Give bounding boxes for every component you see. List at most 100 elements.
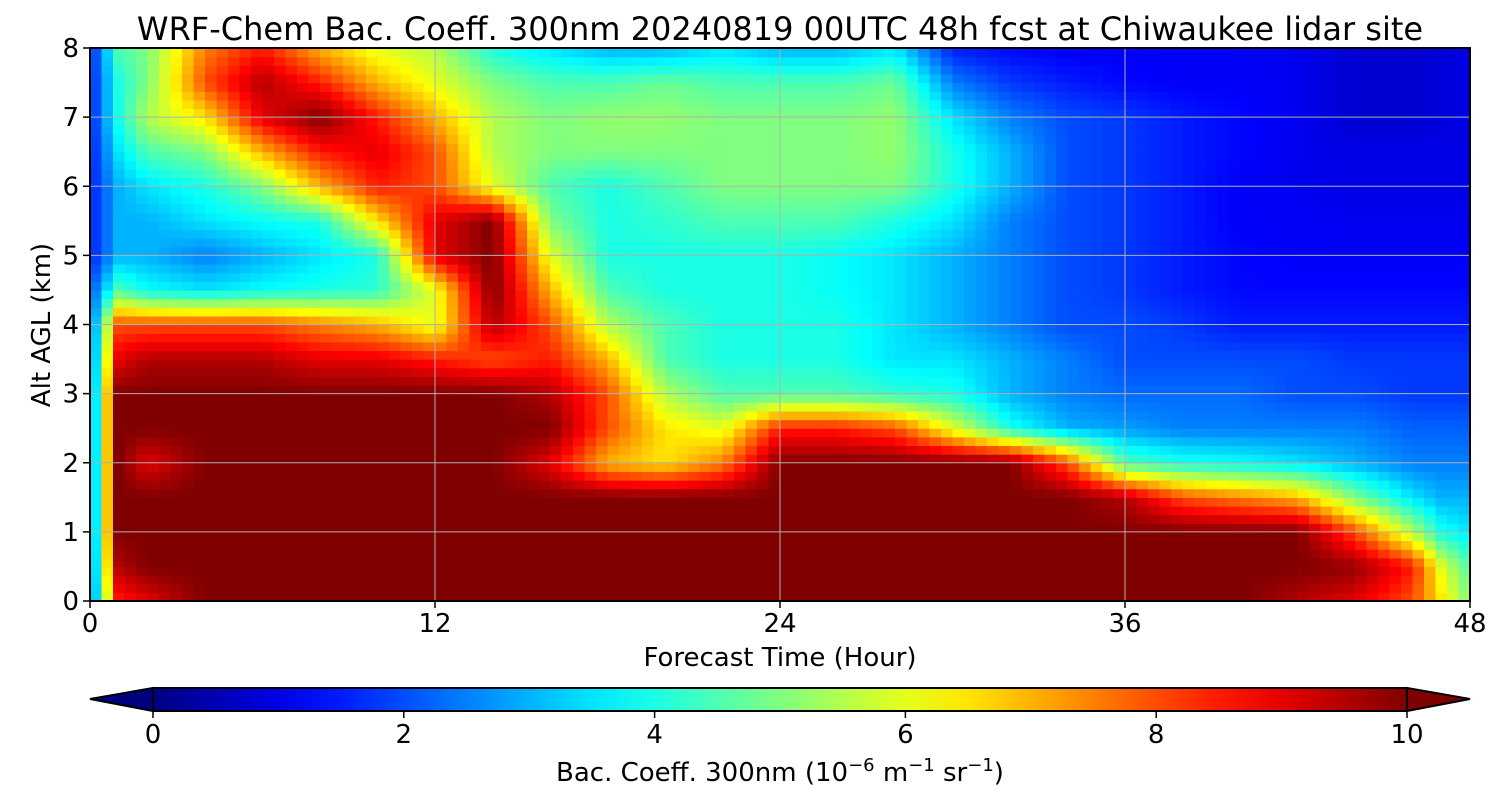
heatmap-cell (1205, 462, 1218, 472)
heatmap-cell (906, 497, 919, 507)
heatmap-cell (1217, 410, 1230, 421)
heatmap-cell (136, 497, 149, 507)
heatmap-cell (1171, 307, 1184, 317)
heatmap-cell (113, 307, 126, 317)
heatmap-cell (826, 480, 839, 490)
heatmap-cell (458, 583, 471, 593)
heatmap-cell (837, 583, 850, 593)
heatmap-cell (251, 315, 264, 326)
heatmap-cell (584, 238, 597, 248)
heatmap-cell (285, 281, 298, 291)
heatmap-cell (619, 583, 632, 593)
heatmap-cell (699, 376, 712, 386)
heatmap-cell (504, 540, 517, 550)
heatmap-cell (1067, 281, 1080, 291)
heatmap-cell (561, 410, 574, 421)
heatmap-cell (550, 497, 563, 507)
heatmap-cell (481, 428, 494, 438)
heatmap-cell (1412, 359, 1425, 369)
heatmap-cell (458, 523, 471, 533)
heatmap-cell (147, 384, 160, 395)
heatmap-cell (642, 436, 655, 447)
heatmap-cell (619, 255, 632, 265)
heatmap-cell (1355, 393, 1368, 403)
heatmap-cell (1010, 281, 1023, 291)
heatmap-cell (1194, 272, 1207, 282)
heatmap-cell (1332, 246, 1345, 256)
heatmap-cell (1113, 454, 1126, 464)
heatmap-cell (1010, 583, 1023, 593)
heatmap-cell (1424, 523, 1437, 533)
heatmap-cell (492, 359, 505, 369)
heatmap-cell (285, 514, 298, 524)
heatmap-cell (1044, 428, 1057, 438)
heatmap-cell (722, 298, 735, 308)
heatmap-cell (469, 592, 482, 601)
heatmap-cell (366, 592, 379, 601)
heatmap-cell (343, 505, 356, 516)
heatmap-cell (354, 471, 367, 481)
heatmap-cell (1159, 246, 1172, 256)
heatmap-cell (1148, 298, 1161, 308)
heatmap-cell (642, 298, 655, 308)
heatmap-cell (1320, 367, 1333, 377)
heatmap-cell (412, 454, 425, 464)
heatmap-cell (1079, 289, 1092, 300)
heatmap-cell (550, 315, 563, 326)
heatmap-cell (918, 281, 931, 291)
heatmap-cell (308, 402, 321, 412)
heatmap-cell (1412, 350, 1425, 360)
heatmap-cell (1033, 333, 1046, 343)
heatmap-cell (297, 583, 310, 593)
heatmap-cell (895, 549, 908, 559)
heatmap-cell (803, 350, 816, 360)
heatmap-cell (895, 410, 908, 421)
heatmap-cell (1056, 419, 1069, 429)
heatmap-cell (676, 523, 689, 533)
heatmap-cell (1320, 531, 1333, 542)
heatmap-cell (435, 307, 448, 317)
heatmap-cell (1194, 540, 1207, 550)
heatmap-cell (665, 307, 678, 317)
heatmap-cell (1079, 359, 1092, 369)
heatmap-cell (906, 272, 919, 282)
heatmap-cell (849, 505, 862, 516)
heatmap-cell (1412, 480, 1425, 490)
heatmap-cell (1389, 281, 1402, 291)
heatmap-cell (1205, 505, 1218, 516)
heatmap-cell (906, 523, 919, 533)
heatmap-cell (849, 419, 862, 429)
heatmap-cell (446, 497, 459, 507)
heatmap-cell (423, 410, 436, 421)
heatmap-cell (446, 367, 459, 377)
heatmap-cell (170, 445, 183, 455)
heatmap-cell (699, 281, 712, 291)
heatmap-cell (619, 298, 632, 308)
heatmap-cell (331, 324, 344, 334)
heatmap-cell (653, 289, 666, 300)
heatmap-cell (1355, 575, 1368, 585)
heatmap-cell (1297, 333, 1310, 343)
heatmap-cell (90, 540, 103, 550)
heatmap-cell (136, 384, 149, 395)
heatmap-cell (285, 246, 298, 256)
heatmap-cell (136, 341, 149, 352)
heatmap-cell (205, 402, 218, 412)
heatmap-cell (1297, 264, 1310, 274)
heatmap-cell (699, 549, 712, 559)
heatmap-cell (1044, 436, 1057, 447)
heatmap-cell (423, 341, 436, 352)
heatmap-cell (435, 410, 448, 421)
heatmap-cell (1320, 376, 1333, 386)
heatmap-cell (734, 289, 747, 300)
heatmap-cell (895, 350, 908, 360)
heatmap-cell (1021, 246, 1034, 256)
heatmap-cell (469, 523, 482, 533)
heatmap-cell (607, 384, 620, 395)
heatmap-cell (504, 324, 517, 334)
heatmap-cell (1412, 531, 1425, 542)
heatmap-cell (1125, 531, 1138, 542)
heatmap-cell (1401, 549, 1414, 559)
heatmap-cell (607, 505, 620, 516)
heatmap-cell (1033, 264, 1046, 274)
